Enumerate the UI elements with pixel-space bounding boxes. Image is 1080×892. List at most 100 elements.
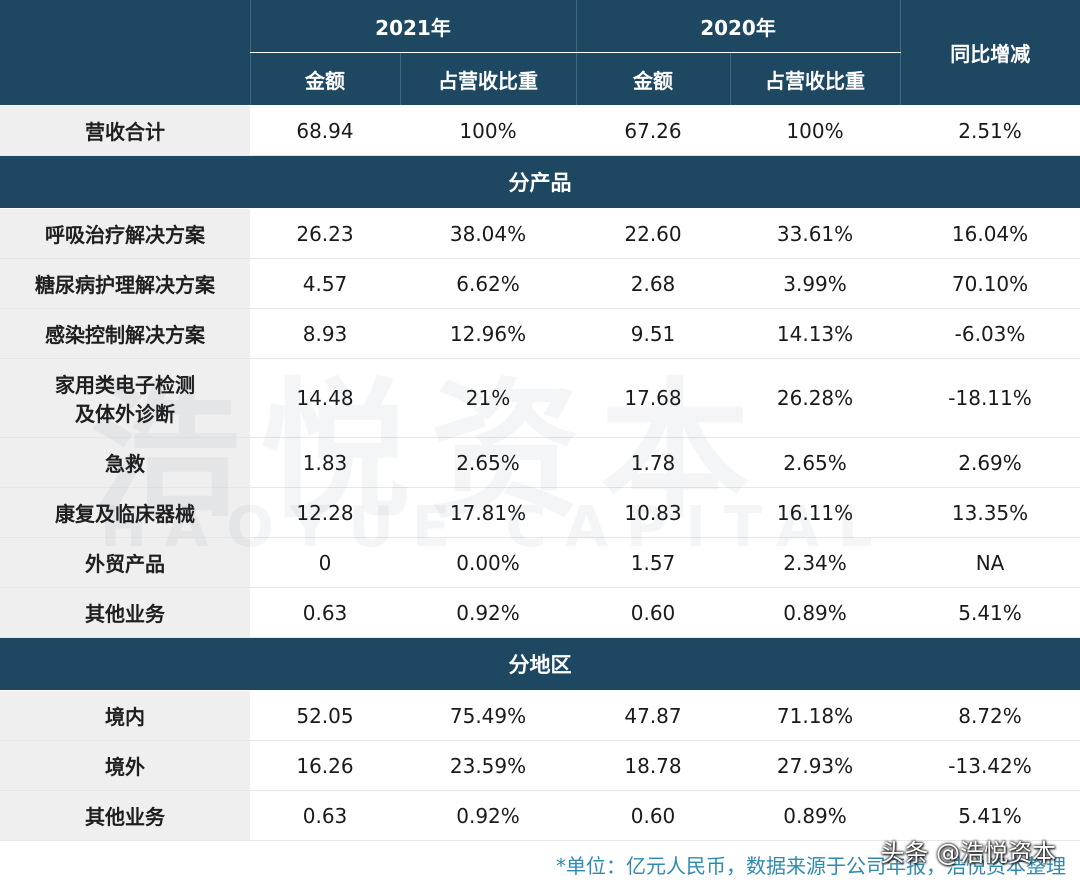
cell-2021-share: 23.59% [400,740,577,791]
cell-yoy: 13.35% [900,487,1080,538]
cell-2021-amount: 12.28 [250,487,400,538]
cell-yoy: 2.69% [900,437,1080,488]
cell-2021-share: 75.49% [400,690,577,741]
cell-2020-share: 26.28% [730,358,901,438]
share-header-2021: 占营收比重 [399,52,577,106]
cell-2020-amount: 0.60 [576,790,731,841]
cell-2020-share: 100% [730,105,901,156]
row-label: 其他业务 [0,587,250,638]
row-label: 境内 [0,690,250,741]
table-row: 呼吸治疗解决方案 26.23 38.04% 22.60 33.61% 16.04… [0,208,1080,259]
amount-header-2021: 金额 [249,52,400,106]
cell-2021-share: 0.00% [400,537,577,588]
amount-header-2020: 金额 [575,52,731,106]
table-row: 境内 52.05 75.49% 47.87 71.18% 8.72% [0,690,1080,741]
row-label: 外贸产品 [0,537,250,588]
cell-yoy: 16.04% [900,208,1080,259]
cell-2020-share: 3.99% [730,258,901,309]
cell-2021-share: 0.92% [400,587,577,638]
cell-2020-share: 14.13% [730,308,901,359]
cell-2021-amount: 1.83 [250,437,400,488]
cell-2021-amount: 0 [250,537,400,588]
cell-2020-amount: 67.26 [576,105,731,156]
table-row: 家用类电子检测 及体外诊断 14.48 21% 17.68 26.28% -18… [0,358,1080,438]
cell-2020-share: 16.11% [730,487,901,538]
cell-2021-amount: 14.48 [250,358,400,438]
row-label: 呼吸治疗解决方案 [0,208,250,259]
cell-2021-share: 6.62% [400,258,577,309]
cell-2021-share: 2.65% [400,437,577,488]
row-label: 其他业务 [0,790,250,841]
share-header-2020: 占营收比重 [729,52,901,106]
cell-2020-amount: 9.51 [576,308,731,359]
cell-yoy: -6.03% [900,308,1080,359]
row-label: 营收合计 [0,105,250,156]
cell-2021-amount: 8.93 [250,308,400,359]
table-row: 感染控制解决方案 8.93 12.96% 9.51 14.13% -6.03% [0,308,1080,359]
cell-2021-amount: 68.94 [250,105,400,156]
table-row: 其他业务 0.63 0.92% 0.60 0.89% 5.41% [0,587,1080,638]
table-row: 急救 1.83 2.65% 1.78 2.65% 2.69% [0,437,1080,488]
cell-2021-amount: 0.63 [250,587,400,638]
row-label: 家用类电子检测 及体外诊断 [0,358,250,438]
cell-2020-share: 0.89% [730,587,901,638]
cell-2021-amount: 26.23 [250,208,400,259]
row-label: 急救 [0,437,250,488]
cell-2021-share: 21% [400,358,577,438]
cell-2021-share: 12.96% [400,308,577,359]
cell-2021-share: 100% [400,105,577,156]
row-label-line1: 家用类电子检测 [55,373,195,397]
cell-yoy: -13.42% [900,740,1080,791]
cell-yoy: -18.11% [900,358,1080,438]
section-title-product: 分产品 [0,155,1080,209]
cell-2020-amount: 10.83 [576,487,731,538]
row-label: 感染控制解决方案 [0,308,250,359]
cell-2020-amount: 47.87 [576,690,731,741]
cell-2020-amount: 22.60 [576,208,731,259]
table-row: 康复及临床器械 12.28 17.81% 10.83 16.11% 13.35% [0,487,1080,538]
section-row-region: 分地区 [0,637,1080,691]
yoy-header: 同比增减 [899,0,1080,106]
cell-yoy: 8.72% [900,690,1080,741]
year-2020-header: 2020年 [575,0,901,53]
corner-header [0,0,250,106]
row-label: 境外 [0,740,250,791]
cell-2020-share: 71.18% [730,690,901,741]
cell-yoy: 5.41% [900,790,1080,841]
table-row: 其他业务 0.63 0.92% 0.60 0.89% 5.41% [0,790,1080,841]
table-row: 外贸产品 0 0.00% 1.57 2.34% NA [0,537,1080,588]
cell-2021-amount: 4.57 [250,258,400,309]
cell-2020-amount: 0.60 [576,587,731,638]
revenue-table: 2021年 2020年 同比增减 金额 占营收比重 金额 占营收比重 营收合计 … [0,0,1080,841]
cell-yoy: 5.41% [900,587,1080,638]
cell-2020-amount: 1.78 [576,437,731,488]
toutiao-watermark: 头条 @浩悦资本 [880,839,1056,867]
cell-2020-amount: 17.68 [576,358,731,438]
table-row-total: 营收合计 68.94 100% 67.26 100% 2.51% [0,105,1080,156]
table-row: 糖尿病护理解决方案 4.57 6.62% 2.68 3.99% 70.10% [0,258,1080,309]
cell-2020-share: 0.89% [730,790,901,841]
cell-2021-amount: 52.05 [250,690,400,741]
cell-2021-share: 17.81% [400,487,577,538]
cell-2021-amount: 16.26 [250,740,400,791]
source-footnote: *单位：亿元人民币，数据来源于公司年报，浩悦资本整理 [556,854,1066,878]
year-2021-header: 2021年 [249,0,577,53]
row-label: 糖尿病护理解决方案 [0,258,250,309]
section-row-product: 分产品 [0,155,1080,209]
cell-2020-amount: 2.68 [576,258,731,309]
cell-2020-share: 27.93% [730,740,901,791]
row-label: 康复及临床器械 [0,487,250,538]
cell-2020-amount: 1.57 [576,537,731,588]
cell-2021-share: 38.04% [400,208,577,259]
row-label-line2: 及体外诊断 [75,402,175,426]
cell-yoy: 70.10% [900,258,1080,309]
section-title-region: 分地区 [0,637,1080,691]
table-row: 境外 16.26 23.59% 18.78 27.93% -13.42% [0,740,1080,791]
cell-2021-amount: 0.63 [250,790,400,841]
cell-2020-share: 2.34% [730,537,901,588]
cell-yoy: 2.51% [900,105,1080,156]
cell-2021-share: 0.92% [400,790,577,841]
cell-2020-amount: 18.78 [576,740,731,791]
cell-2020-share: 33.61% [730,208,901,259]
cell-2020-share: 2.65% [730,437,901,488]
